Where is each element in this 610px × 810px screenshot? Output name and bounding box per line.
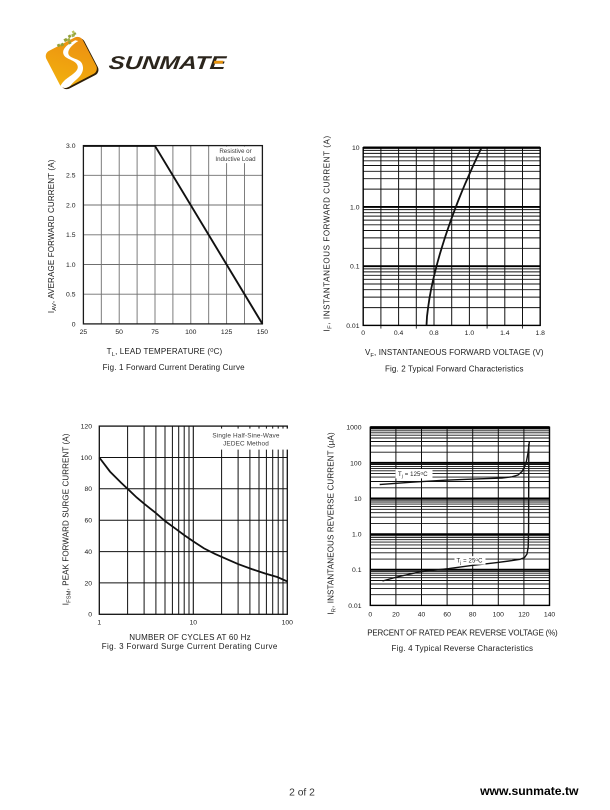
svg-text:1: 1 [97,620,101,627]
svg-text:0: 0 [72,321,76,328]
svg-text:0.01: 0.01 [348,603,361,610]
svg-text:150: 150 [257,329,269,336]
svg-text:0: 0 [361,330,365,337]
svg-text:1.0: 1.0 [465,330,475,337]
svg-text:IR, INSTANTANEOUS REVERSE CURR: IR, INSTANTANEOUS REVERSE CURRENT (µA) [327,432,338,615]
svg-text:0: 0 [368,612,372,619]
svg-text:1.8: 1.8 [535,330,545,337]
svg-text:Fig. 1 Forward Current Derati: Fig. 1 Forward Current Derating Curve [103,363,245,372]
svg-text:3.0: 3.0 [66,143,76,150]
svg-text:80: 80 [84,486,92,493]
svg-text:SUNMATE: SUNMATE [108,52,228,73]
svg-text:80: 80 [469,612,477,619]
svg-text:Tj = 125oC: Tj = 125oC [398,470,428,478]
svg-text:1.0: 1.0 [350,204,360,211]
svg-text:100: 100 [282,620,294,627]
svg-text:IFSM, PEAK FORWARD SURGE CURRE: IFSM, PEAK FORWARD SURGE CURRENT (A) [62,433,73,605]
svg-text:100: 100 [350,460,362,467]
svg-text:40: 40 [418,612,426,619]
svg-text:2.5: 2.5 [66,173,76,180]
svg-text:100: 100 [81,455,93,462]
svg-text:20: 20 [392,612,400,619]
svg-text:0.01: 0.01 [346,323,359,330]
svg-text:Tj = 25oC: Tj = 25oC [457,557,484,565]
svg-text:120: 120 [81,424,93,431]
svg-text:60: 60 [443,612,451,619]
svg-text:100: 100 [185,329,197,336]
svg-text:1.0: 1.0 [66,262,76,269]
svg-text:VF, INSTANTANEOUS FORWARD VOLT: VF, INSTANTANEOUS FORWARD VOLTAGE (V) [365,348,544,359]
svg-text:2.0: 2.0 [66,202,76,209]
svg-text:0.4: 0.4 [394,330,404,337]
svg-text:Fig. 3 Forward Surge Current: Fig. 3 Forward Surge Current Derating Cu… [102,642,278,651]
svg-text:TL, LEAD TEMPERATURE (0C): TL, LEAD TEMPERATURE (0C) [107,347,223,358]
svg-text:0: 0 [88,612,92,619]
svg-text:2 of 2: 2 of 2 [289,788,315,799]
svg-text:1.0: 1.0 [352,532,362,539]
svg-text:140: 140 [544,612,556,619]
svg-text:20: 20 [84,580,92,587]
svg-text:50: 50 [115,329,123,336]
svg-text:IAV, AVERAGE FORWARD CURRENT (: IAV, AVERAGE FORWARD CURRENT (A) [47,159,58,313]
svg-text:0.5: 0.5 [66,292,76,299]
svg-text:0.1: 0.1 [352,567,362,574]
svg-text:NUMBER OF CYCLES AT 60 Hz: NUMBER OF CYCLES AT 60 Hz [129,633,251,642]
svg-text:1.4: 1.4 [500,330,510,337]
svg-text:1000: 1000 [346,425,361,432]
svg-text:10: 10 [190,620,198,627]
svg-text:0.8: 0.8 [429,330,439,337]
svg-text:75: 75 [151,329,159,336]
svg-text:Single Half-Sine-Wave: Single Half-Sine-Wave [212,432,279,439]
svg-text:www.sunmate.tw: www.sunmate.tw [479,784,579,798]
svg-text:100: 100 [493,612,505,619]
svg-text:IF, INSTANTANEOUS FORWARD CURR: IF, INSTANTANEOUS FORWARD CURRENT (A) [323,135,334,331]
svg-text:10: 10 [352,145,360,152]
svg-text:1.5: 1.5 [66,232,76,239]
svg-text:0.1: 0.1 [350,264,360,271]
svg-text:PERCENT OF RATED PEAK REVERSE: PERCENT OF RATED PEAK REVERSE VOLTAGE (%… [367,629,558,638]
svg-text:Resistive or: Resistive or [219,148,251,155]
svg-text:10: 10 [354,496,362,503]
svg-text:Inductive Load: Inductive Load [215,156,256,163]
svg-text:Fig. 4 Typical Reverse Charac: Fig. 4 Typical Reverse Characteristics [392,644,534,653]
svg-text:Fig. 2 Typical Forward Charac: Fig. 2 Typical Forward Characteristics [385,365,524,374]
svg-text:125: 125 [221,329,233,336]
svg-text:120: 120 [518,612,530,619]
svg-text:60: 60 [84,518,92,525]
svg-text:25: 25 [80,329,88,336]
svg-text:40: 40 [84,549,92,556]
svg-text:JEDEC Method: JEDEC Method [223,441,269,448]
